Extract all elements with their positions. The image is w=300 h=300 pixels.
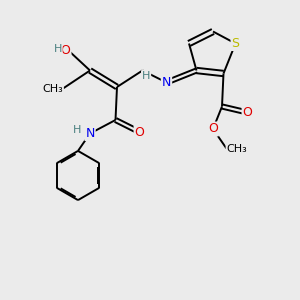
Text: H: H [73,125,82,135]
Text: CH₃: CH₃ [226,143,247,154]
Text: O: O [208,122,218,136]
Text: S: S [232,37,239,50]
Text: O: O [243,106,252,119]
Text: N: N [162,76,171,89]
Text: H: H [142,71,150,81]
Text: N: N [85,127,95,140]
Text: O: O [135,125,144,139]
Text: H: H [53,44,62,54]
Text: O: O [61,44,70,58]
Text: CH₃: CH₃ [42,83,63,94]
